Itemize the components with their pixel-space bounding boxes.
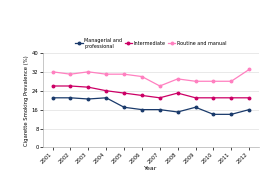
Managerial and
professional [140, 108, 144, 111]
Intermediate [212, 97, 215, 99]
Line: Intermediate: Intermediate [51, 85, 250, 99]
Intermediate [69, 85, 72, 87]
Y-axis label: Cigarette Smoking Prevalence (%): Cigarette Smoking Prevalence (%) [24, 55, 29, 146]
Managerial and
professional [230, 113, 233, 115]
Routine and manual [176, 78, 179, 80]
Managerial and
professional [87, 98, 90, 100]
Legend: Managerial and
professional, Intermediate, Routine and manual: Managerial and professional, Intermediat… [76, 38, 226, 49]
Routine and manual [69, 73, 72, 75]
Routine and manual [51, 71, 54, 73]
Managerial and
professional [69, 97, 72, 99]
Routine and manual [105, 73, 108, 75]
Managerial and
professional [105, 97, 108, 99]
Managerial and
professional [248, 108, 251, 111]
Routine and manual [194, 80, 197, 82]
Managerial and
professional [176, 111, 179, 113]
Routine and manual [87, 71, 90, 73]
Intermediate [230, 97, 233, 99]
Routine and manual [140, 75, 144, 78]
Routine and manual [123, 73, 126, 75]
Line: Routine and manual: Routine and manual [51, 68, 250, 87]
Intermediate [194, 97, 197, 99]
Routine and manual [212, 80, 215, 82]
Managerial and
professional [158, 108, 161, 111]
Managerial and
professional [212, 113, 215, 115]
Intermediate [51, 85, 54, 87]
Routine and manual [248, 68, 251, 71]
Intermediate [87, 86, 90, 88]
Routine and manual [158, 85, 161, 87]
Managerial and
professional [123, 106, 126, 108]
Managerial and
professional [194, 106, 197, 108]
Intermediate [140, 94, 144, 97]
X-axis label: Year: Year [144, 166, 158, 171]
Line: Managerial and
professional: Managerial and professional [51, 97, 250, 116]
Routine and manual [230, 80, 233, 82]
Intermediate [176, 92, 179, 94]
Intermediate [123, 92, 126, 94]
Intermediate [158, 97, 161, 99]
Managerial and
professional [51, 97, 54, 99]
Intermediate [248, 97, 251, 99]
Intermediate [105, 90, 108, 92]
